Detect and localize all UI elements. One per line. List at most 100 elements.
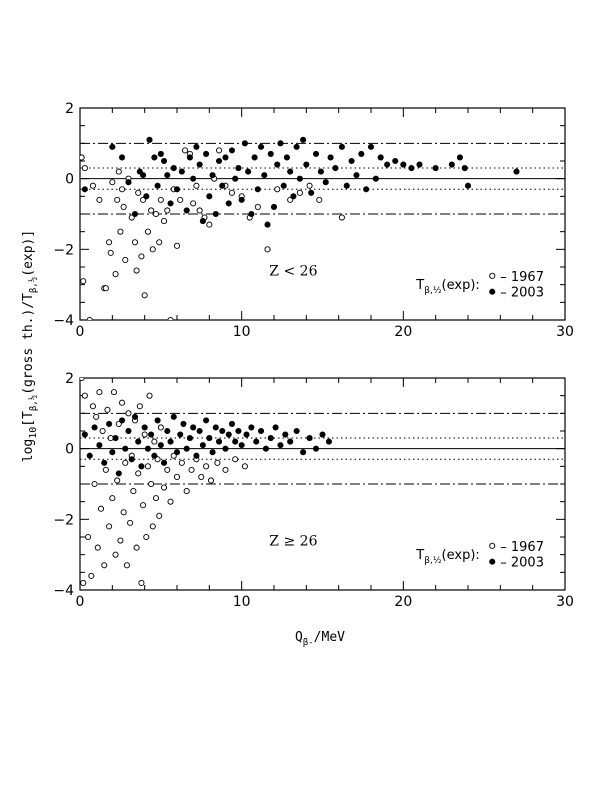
y-tick-label: 0 (65, 172, 74, 188)
point-2003 (264, 221, 271, 228)
point-2003 (180, 420, 187, 427)
legend-title: Tβ,½(exp): (415, 278, 480, 296)
x-axis-title: Qβ-/MeV (295, 630, 345, 648)
point-1967 (118, 399, 126, 406)
point-2003 (363, 186, 370, 193)
point-2003 (293, 427, 300, 435)
point-2003 (338, 143, 345, 150)
point-2003 (167, 438, 174, 445)
x-tick-label: 30 (556, 324, 574, 340)
point-2003 (287, 438, 294, 445)
point-2003 (96, 442, 103, 449)
point-1967 (85, 533, 92, 541)
legend-marker-2003 (489, 288, 496, 295)
point-1967 (222, 466, 229, 473)
legend-entry-1967: – 1967 (500, 270, 544, 285)
point-1967 (173, 473, 181, 480)
point-2003 (348, 157, 355, 165)
point-1967 (296, 189, 303, 196)
point-2003 (170, 413, 177, 420)
legend-entry-2003: – 2003 (500, 286, 544, 301)
point-1967 (120, 509, 127, 516)
point-2003 (248, 210, 255, 218)
point-1967 (141, 292, 148, 299)
point-2003 (131, 210, 139, 218)
point-1967 (96, 389, 103, 396)
point-1967 (138, 579, 145, 586)
point-1967 (120, 203, 127, 210)
legend-entry-1967: – 1967 (500, 540, 544, 555)
point-2003 (235, 427, 242, 435)
point-2003 (146, 136, 153, 143)
point-1967 (193, 182, 200, 189)
point-1967 (91, 480, 98, 488)
point-1967 (88, 572, 95, 579)
point-2003 (206, 193, 213, 200)
point-2003 (235, 165, 242, 172)
point-2003 (164, 172, 171, 179)
panel-label: Z < 26 (269, 264, 317, 280)
point-1967 (167, 316, 174, 320)
point-2003 (215, 157, 223, 165)
y-tick-label: −2 (53, 242, 74, 258)
point-2003 (241, 140, 248, 147)
point-1967 (109, 495, 116, 502)
point-2003 (282, 431, 289, 438)
legend: Tβ,½(exp): – 1967– 2003 (415, 270, 544, 301)
point-2003 (173, 449, 181, 456)
point-2003 (274, 161, 281, 168)
point-1967 (81, 165, 88, 172)
point-1967 (164, 207, 171, 214)
point-2003 (238, 442, 245, 449)
point-2003 (193, 452, 200, 459)
point-2003 (283, 154, 290, 161)
point-2003 (228, 147, 236, 154)
point-1967 (152, 210, 160, 218)
point-1967 (156, 239, 163, 246)
point-1967 (122, 256, 129, 263)
point-2003 (254, 186, 261, 193)
point-1967 (161, 218, 168, 225)
point-1967 (110, 389, 117, 396)
point-2003 (196, 161, 203, 168)
point-2003 (400, 161, 407, 168)
point-2003 (222, 154, 229, 161)
point-2003 (143, 193, 150, 200)
point-1967 (133, 544, 140, 551)
point-1967 (254, 203, 261, 210)
point-2003 (101, 459, 108, 466)
point-1967 (228, 189, 236, 196)
point-1967 (190, 200, 197, 207)
point-2003 (222, 445, 229, 452)
point-2003 (513, 168, 520, 175)
point-1967 (106, 239, 113, 246)
point-1967 (106, 523, 113, 530)
point-2003 (287, 168, 294, 175)
point-1967 (89, 182, 96, 189)
point-1967 (157, 196, 164, 203)
point-1967 (151, 438, 158, 445)
point-2003 (118, 417, 126, 424)
y-tick-label: −4 (53, 313, 74, 329)
point-1967 (80, 579, 87, 586)
point-2003 (109, 143, 116, 150)
point-1967 (118, 186, 126, 193)
point-2003 (251, 154, 258, 161)
point-1967 (114, 196, 121, 203)
point-2003 (228, 420, 236, 427)
point-1967 (81, 392, 88, 399)
point-2003 (296, 175, 303, 182)
x-tick-label: 20 (394, 594, 412, 610)
point-2003 (131, 413, 139, 420)
point-1967 (152, 495, 160, 502)
point-1967 (173, 242, 181, 249)
point-1967 (143, 533, 150, 541)
x-tick-label: 10 (233, 594, 251, 610)
legend-marker-1967 (489, 542, 496, 549)
point-1967 (136, 403, 143, 410)
point-1967 (207, 477, 214, 484)
point-2003 (212, 424, 219, 431)
point-1967 (188, 466, 195, 473)
point-2003 (367, 143, 375, 150)
point-2003 (219, 182, 226, 189)
